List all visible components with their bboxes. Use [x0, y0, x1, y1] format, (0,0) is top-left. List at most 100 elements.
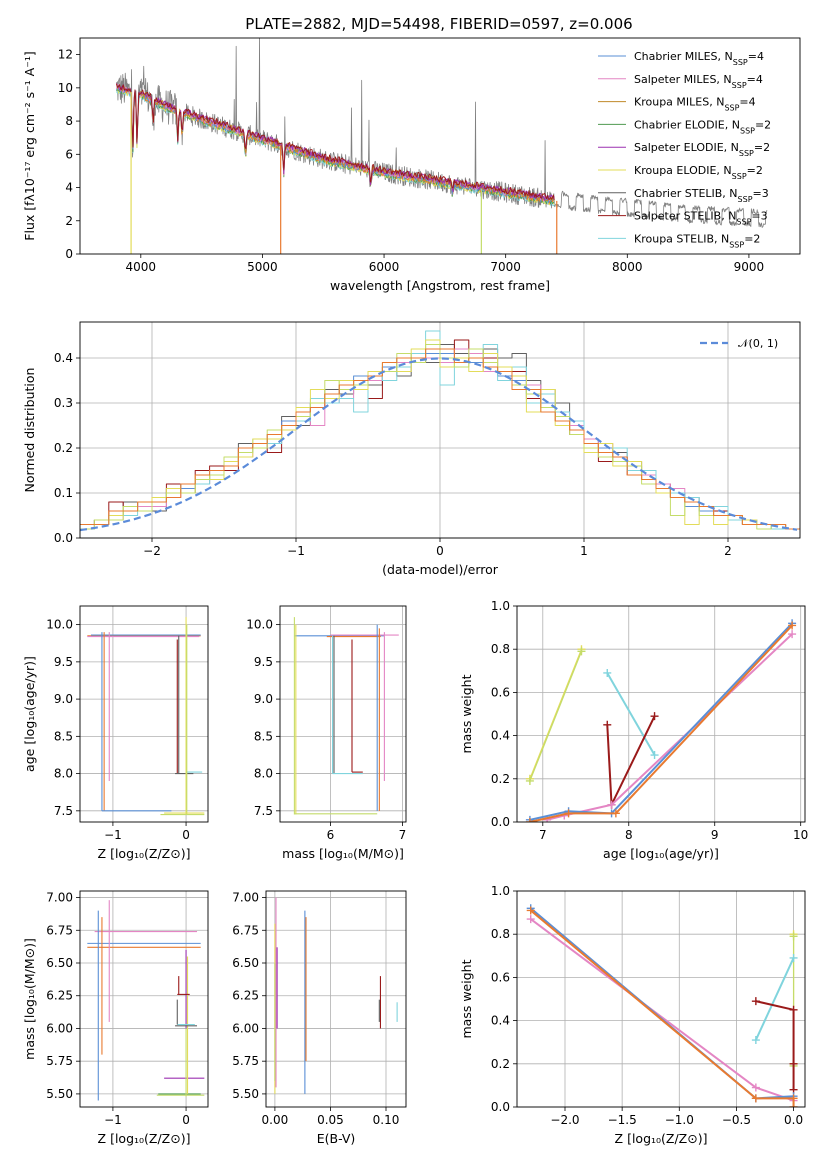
y-axis-label: Normed distribution [22, 368, 37, 493]
marks [80, 330, 800, 532]
point-marker [789, 953, 798, 962]
normal-curve [80, 357, 798, 532]
y-tick-label: 0 [65, 247, 73, 261]
point-marker [789, 1059, 798, 1068]
y-tick-label: 0.6 [491, 970, 510, 984]
legend: Chabrier MILES, NSSP=4 Salpeter MILES, NS… [598, 50, 771, 249]
x-tick-label: 0 [182, 1113, 190, 1127]
y-tick-label: 6.00 [46, 1021, 73, 1035]
marks [87, 617, 205, 816]
marks [87, 900, 205, 1101]
model-spectrum-s_s [116, 83, 555, 200]
legend-entry: Kroupa MILES, NSSP=4 [634, 96, 756, 113]
point-marker [607, 800, 616, 809]
series-line-s_m [530, 918, 794, 1102]
x-tick-label: 0.0 [784, 1113, 803, 1127]
panel-age-vs-mass: 6 7 7.5 8.0 8.5 9.0 9.5 10.0 mass [log₁₀(M/M⊙)] [246, 605, 407, 861]
series-line-c_m [529, 622, 793, 821]
x-tick-label: −1.5 [608, 1113, 637, 1127]
x-axis-label: Z [log₁₀(Z/Z⊙)] [98, 846, 191, 861]
y-tick-label: 10.0 [246, 618, 273, 632]
point-marker [751, 997, 760, 1006]
grid [517, 890, 805, 1108]
y-tick-label: 0.2 [491, 1057, 510, 1071]
y-tick-label: 0.4 [491, 729, 510, 743]
x-tick-label: 9000 [734, 260, 765, 274]
series-line-orange [529, 624, 793, 822]
y-tick-label: 6.75 [232, 923, 259, 937]
point-marker [611, 809, 620, 818]
panel-mass-vs-ebv: 0.00 0.05 0.10 5.50 5.75 6.00 6.25 6.50 6.75 7.00… [232, 890, 407, 1146]
point-marker [577, 647, 586, 656]
x-tick-label: 5000 [247, 260, 278, 274]
y-tick-label: 0.2 [491, 772, 510, 786]
y-tick-label: 5.75 [46, 1054, 73, 1068]
x-tick-label: 8 [625, 828, 633, 842]
axes-frame: −2.0 −1.5 −1.0 −0.5 0.0 0.0 0.2 0.4 0.6 0.8 1.0 Z [… [459, 884, 806, 1146]
grid [280, 606, 406, 822]
legend: 𝒩(0, 1) [700, 337, 778, 350]
series-line-k_e [529, 648, 583, 780]
axes-frame: −1 0 7.5 8.0 8.5 9.0 9.5 10.0 Z [log₁₀(Z/Z⊙)] age… [22, 605, 209, 861]
x-tick-label: 0.00 [262, 1113, 289, 1127]
marks [293, 617, 399, 815]
y-tick-label: 0.3 [54, 396, 73, 410]
x-tick-label: 2 [724, 544, 732, 558]
y-tick-label: 0.2 [54, 441, 73, 455]
panel-weight-vs-z: −2.0 −1.5 −1.0 −0.5 0.0 0.0 0.2 0.4 0.6 0.8 1.0 Z [… [459, 884, 806, 1146]
model-spectrum-s_e [116, 83, 555, 201]
y-tick-label: 7.00 [46, 891, 73, 905]
x-tick-label: 6000 [369, 260, 400, 274]
axes-frame: −1 0 5.50 5.75 6.00 6.25 6.50 6.75 7.00 Z [log₁₀(… [22, 891, 209, 1146]
x-tick-label: 4000 [126, 260, 157, 274]
point-marker [751, 1036, 760, 1045]
panel-weight-vs-age: 7 8 9 10 0.0 0.2 0.4 0.6 0.8 1.0 age [log₁₀(age/yr… [459, 599, 808, 861]
x-tick-label: −0.5 [722, 1113, 751, 1127]
y-tick-label: 7.5 [54, 804, 73, 818]
series-line-k_s [606, 672, 656, 756]
y-tick-label: 6.25 [46, 989, 73, 1003]
marks [525, 619, 797, 822]
y-tick-label: 9.0 [254, 692, 273, 706]
x-tick-label: 8000 [612, 260, 643, 274]
y-tick-label: 0.0 [491, 815, 510, 829]
y-tick-label: 6.50 [232, 956, 259, 970]
y-tick-label: 7.00 [232, 891, 259, 905]
marks [274, 897, 398, 1094]
y-tick-label: 9.5 [54, 655, 73, 669]
point-marker [650, 712, 659, 721]
point-marker [564, 809, 573, 818]
axes-border [265, 890, 407, 1108]
y-tick-label: 4 [65, 181, 73, 195]
y-axis-label: mass weight [459, 674, 474, 753]
y-tick-label: 2 [65, 214, 73, 228]
x-axis-label: age [log₁₀(age/yr)] [603, 846, 719, 861]
series-line-c_m [530, 907, 794, 1100]
axes-frame: −2 −1 0 1 2 0.0 0.1 0.2 0.3 0.4 (data-model)/error… [22, 321, 801, 577]
y-tick-label: 10.0 [46, 618, 73, 632]
legend-entry: 𝒩(0, 1) [738, 337, 778, 350]
x-tick-label: 0 [436, 544, 444, 558]
x-axis-label: E(B-V) [317, 1131, 356, 1146]
legend-entry: Salpeter MILES, NSSP=4 [634, 73, 763, 90]
axes-border [516, 890, 806, 1108]
axes-border [516, 605, 806, 823]
y-axis-label: mass [log₁₀(M/M⊙)] [22, 938, 37, 1060]
y-tick-label: 9.0 [54, 692, 73, 706]
y-tick-label: 5.50 [232, 1087, 259, 1101]
point-marker [525, 818, 534, 822]
legend-entry: Kroupa ELODIE, NSSP=2 [634, 164, 763, 181]
y-tick-label: 0.8 [491, 927, 510, 941]
point-marker [525, 776, 534, 785]
y-tick-label: 12 [58, 48, 73, 62]
series-line-s_s [606, 715, 656, 806]
axes-frame: 4000 5000 6000 7000 8000 9000 0 2 4 6 8 10 12 wavelen… [22, 37, 801, 293]
point-marker [789, 1103, 798, 1107]
y-tick-label: 9.5 [254, 655, 273, 669]
y-tick-label: 1.0 [491, 884, 510, 898]
point-marker [526, 915, 535, 924]
grid [517, 605, 805, 823]
x-tick-label: 0.05 [317, 1113, 344, 1127]
y-tick-label: 8 [65, 114, 73, 128]
